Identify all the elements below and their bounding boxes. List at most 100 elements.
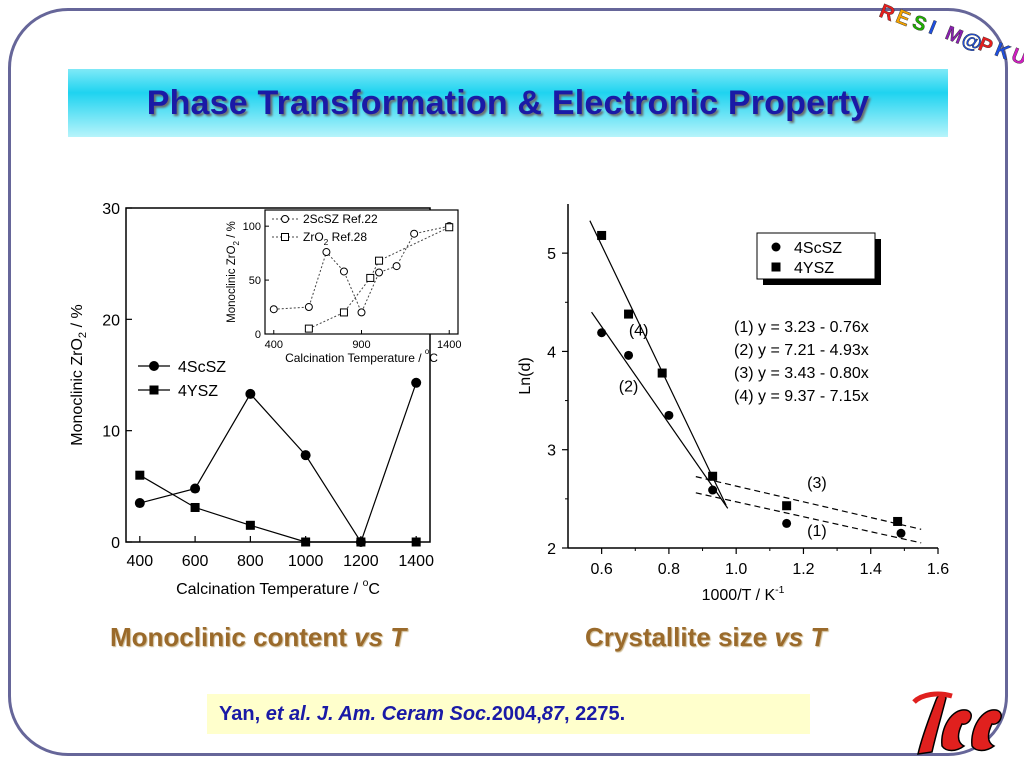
caption-crystallite-italic: vs T: [774, 622, 827, 652]
y-axis-label: Ln(d): [517, 357, 534, 394]
legend-label: 4YSZ: [794, 260, 834, 277]
data-point: [624, 350, 634, 360]
data-point: [356, 537, 366, 547]
inset-y-axis-label: Monoclinic ZrO2 / %: [226, 221, 241, 323]
x-tick-label: 1200: [343, 553, 379, 570]
data-point: [708, 471, 718, 481]
plot-frame: [125, 207, 431, 543]
data-point: [245, 520, 255, 530]
x-tick-label: 1.2: [792, 561, 814, 578]
fit-equation: (4) y = 9.37 - 7.15x: [734, 388, 869, 405]
data-point: [300, 450, 311, 461]
inset-y-tick-label: 100: [243, 221, 261, 233]
inset-data-point: [339, 308, 348, 317]
x-axis-label: Calcination Temperature / oC: [176, 578, 380, 598]
fit-label: (2): [619, 379, 639, 396]
inset-y-tick-label: 50: [249, 275, 261, 287]
series-line: [139, 474, 417, 543]
y-tick-label: 0: [111, 535, 120, 552]
fit-label: (1): [807, 523, 827, 540]
legend-label: 4ScSZ: [178, 359, 226, 376]
data-point: [411, 377, 422, 388]
y-tick-label: 3: [547, 443, 556, 460]
inset-data-point: [410, 229, 419, 238]
x-tick-label: 1.0: [725, 561, 747, 578]
data-point: [624, 309, 634, 319]
inset-data-point: [269, 305, 278, 314]
fit-line: [695, 492, 922, 544]
x-tick-label: 1.6: [927, 561, 949, 578]
inset-data-point: [304, 303, 313, 312]
data-point: [597, 230, 607, 240]
data-point: [657, 368, 667, 378]
fit-line: [589, 220, 727, 506]
x-tick-label: 1000: [288, 553, 324, 570]
inset-legend-marker: [281, 233, 289, 241]
data-point: [245, 388, 256, 399]
inset-data-point: [375, 256, 384, 265]
y-tick-label: 2: [547, 541, 556, 558]
data-point: [134, 498, 145, 509]
legend-marker: [771, 262, 781, 272]
x-tick-label: 1400: [398, 553, 434, 570]
ref-volume: 87: [541, 702, 565, 725]
reference-box: Yan, et al. J. Am. Ceram Soc. 2004, 87, …: [207, 694, 810, 734]
data-point: [135, 470, 145, 480]
data-point: [896, 528, 906, 538]
inset-data-point: [304, 324, 313, 333]
inset-series-line: [308, 226, 450, 330]
slide-frame: [8, 8, 1008, 756]
x-tick-label: 400: [126, 553, 153, 570]
y-tick-label: 5: [547, 246, 556, 263]
fit-line: [695, 476, 922, 530]
data-point: [708, 485, 718, 495]
legend-marker: [149, 385, 159, 395]
inset-x-tick-label: 400: [265, 339, 283, 351]
title-band: Phase Transformation & Electronic Proper…: [68, 69, 948, 137]
legend-label: 4YSZ: [178, 383, 218, 400]
y-axis-label: Monoclinic ZrO2 / %: [69, 304, 89, 445]
caption-monoclinic-text: Monoclinic content: [110, 622, 355, 652]
inset-data-point: [339, 267, 348, 276]
y-tick-label: 20: [102, 312, 120, 329]
fit-line: [591, 311, 729, 509]
inset-legend-marker: [281, 215, 289, 223]
caption-monoclinic: Monoclinic content vs T: [110, 622, 406, 653]
x-tick-label: 1.4: [860, 561, 882, 578]
inset-y-tick-label: 0: [255, 329, 261, 341]
legend-marker: [771, 242, 781, 252]
y-tick-label: 10: [102, 424, 120, 441]
series-line: [139, 382, 417, 544]
pku-logo: [912, 691, 1002, 755]
x-tick-label: 600: [182, 553, 209, 570]
monoclinic-chart: 400 600 800 1000 1200 14000102030Calcination …: [69, 201, 461, 598]
inset-x-axis-label: Calcination Temperature / oC: [285, 347, 438, 365]
data-point: [893, 516, 903, 526]
ref-year: 2004,: [491, 702, 542, 725]
inset-data-point: [375, 268, 384, 277]
inset-data-point: [322, 248, 331, 257]
fit-equation: (3) y = 3.43 - 0.80x: [734, 365, 869, 382]
crystallite-chart: 0.6 0.8 1.0 1.2 1.4 1.6 2 3 4 5 1000/T / K-1 Ln(d) (…: [517, 204, 949, 604]
fit-equation: (1) y = 3.23 - 0.76x: [734, 319, 869, 336]
x-tick-label: 0.8: [658, 561, 680, 578]
fit-label: (4): [629, 323, 649, 340]
fit-label: (3): [807, 475, 827, 492]
inset-data-point: [445, 223, 454, 232]
inset-x-tick-label: 900: [352, 339, 370, 351]
inset-legend-label: 2ScSZ Ref.22: [303, 212, 378, 226]
ref-author: Yan,: [219, 702, 261, 725]
inset-legend-label: ZrO2 Ref.28: [303, 230, 367, 247]
inset-data-point: [366, 273, 375, 282]
legend-label: 4ScSZ: [794, 240, 842, 257]
data-point: [664, 410, 674, 420]
caption-crystallite-text: Crystallite size: [585, 622, 775, 652]
inset-x-tick-label: 1400: [437, 339, 461, 351]
fit-equation: (2) y = 7.21 - 4.93x: [734, 342, 869, 359]
inset-data-point: [357, 308, 366, 317]
caption-crystallite: Crystallite size vs T: [585, 622, 826, 653]
data-point: [782, 518, 792, 528]
x-tick-label: 800: [237, 553, 264, 570]
caption-monoclinic-italic: vs T: [354, 622, 407, 652]
